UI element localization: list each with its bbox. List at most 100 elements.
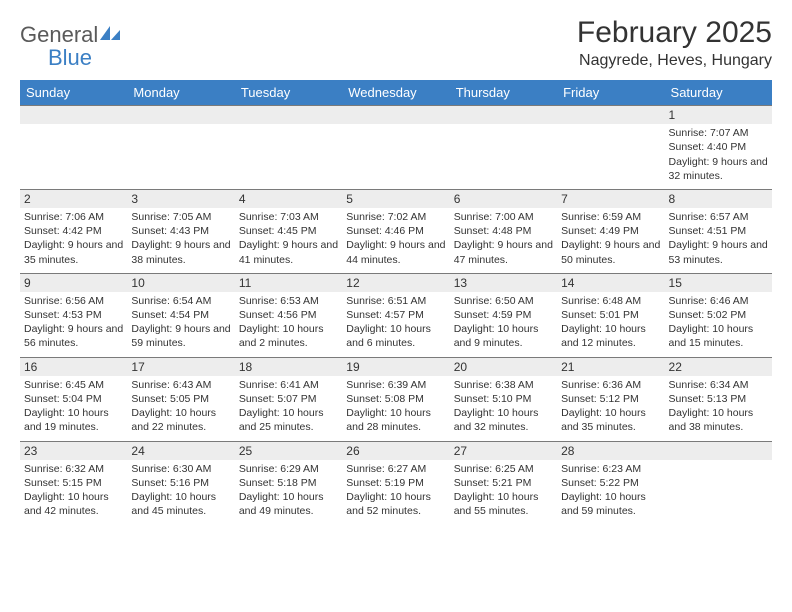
day-cell <box>20 106 127 190</box>
day-number: 17 <box>127 358 234 376</box>
sunrise-line: Sunrise: 6:38 AM <box>454 378 553 392</box>
daylight-line: Daylight: 10 hours and 38 minutes. <box>669 406 768 434</box>
daylight-line: Daylight: 9 hours and 56 minutes. <box>24 322 123 350</box>
sunrise-line: Sunrise: 6:57 AM <box>669 210 768 224</box>
day-number: 1 <box>665 106 772 124</box>
day-cell <box>342 106 449 190</box>
sunrise-line: Sunrise: 6:50 AM <box>454 294 553 308</box>
sunrise-line: Sunrise: 6:51 AM <box>346 294 445 308</box>
sunrise-line: Sunrise: 6:27 AM <box>346 462 445 476</box>
day-header: Friday <box>557 80 664 106</box>
day-number-empty <box>20 106 127 124</box>
day-number: 12 <box>342 274 449 292</box>
day-number: 25 <box>235 442 342 460</box>
daylight-line: Daylight: 10 hours and 19 minutes. <box>24 406 123 434</box>
day-cell <box>127 106 234 190</box>
sunset-line: Sunset: 4:59 PM <box>454 308 553 322</box>
week-row: 23 Sunrise: 6:32 AMSunset: 5:15 PM Dayligh… <box>20 441 772 524</box>
day-cell: 13Sunrise: 6:50 AMSunset: 4:59 PMDayligh… <box>450 273 557 357</box>
day-number: 23 <box>20 442 127 460</box>
day-cell: 27Sunrise: 6:25 AMSunset: 5:21 PMDayligh… <box>450 441 557 524</box>
page-header: General Blue February 2025 Nagyrede, Hev… <box>20 16 772 70</box>
sunset-line: Sunset: 5:16 PM <box>131 476 230 490</box>
daylight-line: Daylight: 9 hours and 50 minutes. <box>561 238 660 266</box>
day-cell: 23Sunrise: 6:32 AMSunset: 5:15 PMDayligh… <box>20 441 127 524</box>
day-number: 21 <box>557 358 664 376</box>
day-cell <box>557 106 664 190</box>
sunset-line: Sunset: 4:57 PM <box>346 308 445 322</box>
day-cell: 3Sunrise: 7:05 AMSunset: 4:43 PMDaylight… <box>127 189 234 273</box>
sunrise-line: Sunrise: 7:00 AM <box>454 210 553 224</box>
sunrise-line: Sunrise: 6:34 AM <box>669 378 768 392</box>
day-number: 27 <box>450 442 557 460</box>
sunset-line: Sunset: 5:12 PM <box>561 392 660 406</box>
daylight-line: Daylight: 9 hours and 44 minutes. <box>346 238 445 266</box>
daylight-line: Daylight: 10 hours and 6 minutes. <box>346 322 445 350</box>
day-number: 6 <box>450 190 557 208</box>
day-cell <box>665 441 772 524</box>
day-number: 14 <box>557 274 664 292</box>
sunset-line: Sunset: 4:46 PM <box>346 224 445 238</box>
day-number-empty <box>557 106 664 124</box>
sunrise-line: Sunrise: 6:29 AM <box>239 462 338 476</box>
day-number: 16 <box>20 358 127 376</box>
daylight-line: Daylight: 10 hours and 22 minutes. <box>131 406 230 434</box>
day-number: 3 <box>127 190 234 208</box>
day-cell: 18Sunrise: 6:41 AMSunset: 5:07 PMDayligh… <box>235 357 342 441</box>
day-cell: 24Sunrise: 6:30 AMSunset: 5:16 PMDayligh… <box>127 441 234 524</box>
sunset-line: Sunset: 5:07 PM <box>239 392 338 406</box>
sunrise-line: Sunrise: 6:41 AM <box>239 378 338 392</box>
sunset-line: Sunset: 4:54 PM <box>131 308 230 322</box>
day-cell: 12 Sunrise: 6:51 AMSunset: 4:57 PMDayligh… <box>342 273 449 357</box>
day-cell: 28Sunrise: 6:23 AMSunset: 5:22 PMDayligh… <box>557 441 664 524</box>
day-cell: 26Sunrise: 6:27 AMSunset: 5:19 PMDayligh… <box>342 441 449 524</box>
day-cell: 15Sunrise: 6:46 AMSunset: 5:02 PMDayligh… <box>665 273 772 357</box>
logo-word2: Blue <box>20 45 92 70</box>
day-cell: 8Sunrise: 6:57 AMSunset: 4:51 PMDaylight… <box>665 189 772 273</box>
sunrise-line: Sunrise: 6:53 AM <box>239 294 338 308</box>
day-cell <box>450 106 557 190</box>
sunset-line: Sunset: 5:15 PM <box>24 476 123 490</box>
sunrise-line: Sunrise: 6:59 AM <box>561 210 660 224</box>
day-number: 22 <box>665 358 772 376</box>
sunrise-line: Sunrise: 6:43 AM <box>131 378 230 392</box>
day-number: 26 <box>342 442 449 460</box>
day-cell: 4Sunrise: 7:03 AMSunset: 4:45 PMDaylight… <box>235 189 342 273</box>
day-number-empty <box>450 106 557 124</box>
sunset-line: Sunset: 4:43 PM <box>131 224 230 238</box>
calendar-page: General Blue February 2025 Nagyrede, Hev… <box>0 0 792 612</box>
daylight-line: Daylight: 9 hours and 53 minutes. <box>669 238 768 266</box>
week-row: 2Sunrise: 7:06 AMSunset: 4:42 PMDaylight… <box>20 189 772 273</box>
week-row: 16Sunrise: 6:45 AMSunset: 5:04 PMDayligh… <box>20 357 772 441</box>
day-cell: 6Sunrise: 7:00 AMSunset: 4:48 PMDaylight… <box>450 189 557 273</box>
sunrise-line: Sunrise: 6:25 AM <box>454 462 553 476</box>
day-cell <box>235 106 342 190</box>
daylight-line: Daylight: 9 hours and 41 minutes. <box>239 238 338 266</box>
daylight-line: Daylight: 10 hours and 52 minutes. <box>346 490 445 518</box>
sunrise-line: Sunrise: 6:45 AM <box>24 378 123 392</box>
day-number: 13 <box>450 274 557 292</box>
day-cell: 19Sunrise: 6:39 AMSunset: 5:08 PMDayligh… <box>342 357 449 441</box>
sunrise-line: Sunrise: 6:32 AM <box>24 462 123 476</box>
daylight-line: Daylight: 10 hours and 25 minutes. <box>239 406 338 434</box>
day-cell: 22 Sunrise: 6:34 AMSunset: 5:13 PMDayligh… <box>665 357 772 441</box>
day-cell: 9Sunrise: 6:56 AMSunset: 4:53 PMDaylight… <box>20 273 127 357</box>
day-number-empty <box>127 106 234 124</box>
day-number: 11 <box>235 274 342 292</box>
sunrise-line: Sunrise: 6:23 AM <box>561 462 660 476</box>
day-cell: 20Sunrise: 6:38 AMSunset: 5:10 PMDayligh… <box>450 357 557 441</box>
logo-text-block: General Blue <box>20 24 122 70</box>
location-text: Nagyrede, Heves, Hungary <box>577 52 772 70</box>
sunrise-line: Sunrise: 6:36 AM <box>561 378 660 392</box>
day-number: 4 <box>235 190 342 208</box>
daylight-line: Daylight: 9 hours and 47 minutes. <box>454 238 553 266</box>
daylight-line: Daylight: 10 hours and 28 minutes. <box>346 406 445 434</box>
sunset-line: Sunset: 4:51 PM <box>669 224 768 238</box>
day-number: 10 <box>127 274 234 292</box>
logo-word1: General <box>20 22 98 47</box>
calendar-body: 1Sunrise: 7:07 AMSunset: 4:40 PMDaylight… <box>20 106 772 525</box>
day-number: 15 <box>665 274 772 292</box>
sunset-line: Sunset: 4:56 PM <box>239 308 338 322</box>
daylight-line: Daylight: 10 hours and 2 minutes. <box>239 322 338 350</box>
sunset-line: Sunset: 5:13 PM <box>669 392 768 406</box>
